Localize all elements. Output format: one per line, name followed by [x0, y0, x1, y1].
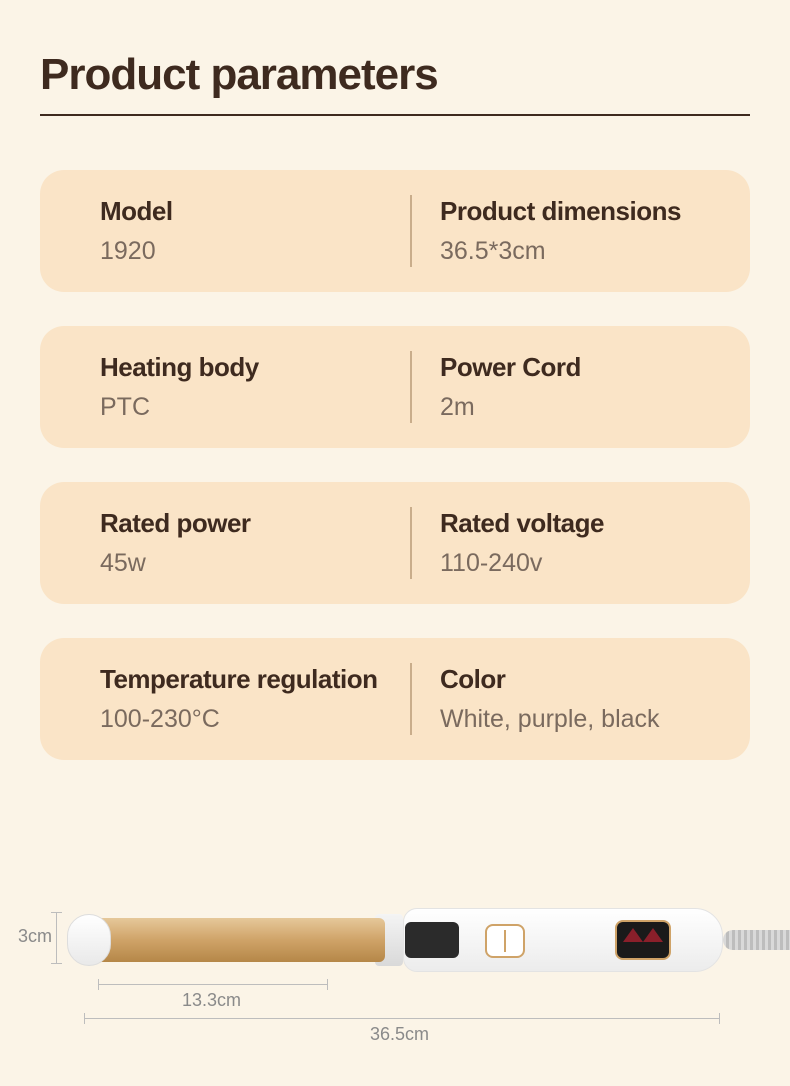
spec-cell-left: Rated power 45w — [100, 508, 410, 578]
spec-cell-left: Temperature regulation 100-230°C — [100, 664, 410, 734]
spec-cell-left: Model 1920 — [100, 196, 410, 266]
spec-value: 110-240v — [440, 549, 750, 578]
control-buttons-icon — [485, 924, 525, 958]
spec-cell-right: Color White, purple, black — [440, 664, 750, 734]
cell-divider — [410, 195, 412, 267]
barrel-tip — [67, 914, 111, 966]
dim-label-total: 36.5cm — [370, 1024, 429, 1045]
spec-value: 100-230°C — [100, 705, 410, 734]
lcd-display-icon — [615, 920, 671, 960]
cell-divider — [410, 507, 412, 579]
slider — [405, 922, 459, 958]
title-rule — [40, 114, 750, 116]
spec-cards: Model 1920 Product dimensions 36.5*3cm H… — [40, 170, 750, 760]
spec-label: Model — [100, 196, 410, 227]
spec-row: Heating body PTC Power Cord 2m — [40, 326, 750, 448]
spec-label: Temperature regulation — [100, 664, 410, 695]
dim-line-height — [56, 912, 57, 964]
product-diagram: 3cm 13.3cm 36.5cm — [0, 856, 790, 1056]
spec-row: Temperature regulation 100-230°C Color W… — [40, 638, 750, 760]
spec-label: Heating body — [100, 352, 410, 383]
spec-label: Color — [440, 664, 750, 695]
curling-iron-illustration — [75, 908, 715, 968]
page: Product parameters Model 1920 Product di… — [0, 0, 790, 1086]
dim-line-total — [84, 1018, 720, 1019]
spec-value: 2m — [440, 393, 750, 422]
cord — [723, 930, 790, 950]
spec-cell-left: Heating body PTC — [100, 352, 410, 422]
spec-label: Power Cord — [440, 352, 750, 383]
cell-divider — [410, 351, 412, 423]
spec-cell-right: Product dimensions 36.5*3cm — [440, 196, 750, 266]
spec-value: 45w — [100, 549, 410, 578]
page-title: Product parameters — [40, 50, 750, 100]
barrel — [75, 918, 385, 962]
spec-cell-right: Rated voltage 110-240v — [440, 508, 750, 578]
spec-row: Model 1920 Product dimensions 36.5*3cm — [40, 170, 750, 292]
spec-value: 36.5*3cm — [440, 237, 750, 266]
spec-cell-right: Power Cord 2m — [440, 352, 750, 422]
spec-row: Rated power 45w Rated voltage 110-240v — [40, 482, 750, 604]
spec-label: Rated voltage — [440, 508, 750, 539]
spec-value: White, purple, black — [440, 705, 750, 734]
spec-label: Rated power — [100, 508, 410, 539]
spec-value: 1920 — [100, 237, 410, 266]
spec-value: PTC — [100, 393, 410, 422]
dim-label-height: 3cm — [18, 926, 52, 947]
spec-label: Product dimensions — [440, 196, 750, 227]
dim-label-barrel: 13.3cm — [182, 990, 241, 1011]
cell-divider — [410, 663, 412, 735]
dim-line-barrel — [98, 984, 328, 985]
